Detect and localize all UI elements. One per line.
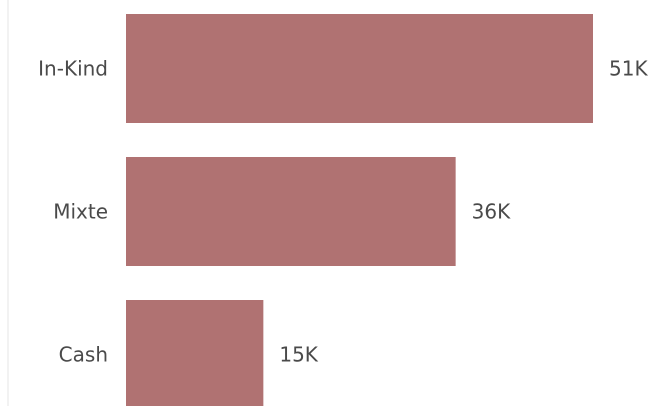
bars-group [126,14,593,406]
category-label: Mixte [53,200,108,224]
value-label: 36K [472,200,511,224]
category-labels-group: In-Kind Mixte Cash [38,57,108,367]
category-label: Cash [59,343,108,367]
value-label: 51K [609,57,648,81]
value-label: 15K [279,343,318,367]
category-label: In-Kind [38,57,108,81]
bar-cash [126,300,264,406]
value-labels-group: 51K 36K 15K [279,57,648,367]
bar-in-kind [126,14,593,123]
bar-mixte [126,157,456,266]
